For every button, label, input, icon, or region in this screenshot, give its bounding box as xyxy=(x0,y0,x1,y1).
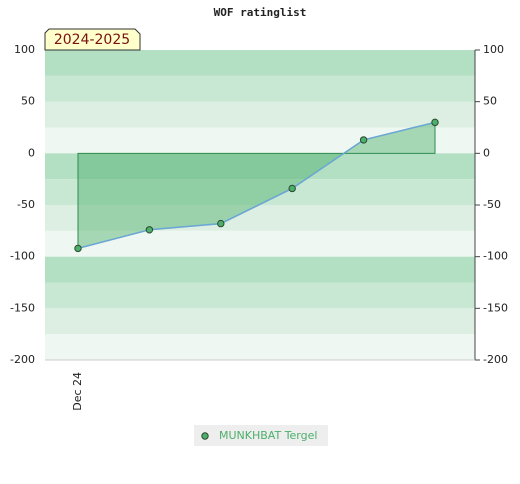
y-tick-label-right: -200 xyxy=(483,353,508,366)
y-tick-label: -150 xyxy=(10,301,35,314)
band xyxy=(45,179,475,205)
band xyxy=(45,75,475,102)
band xyxy=(45,50,475,76)
point xyxy=(359,136,368,144)
point xyxy=(217,219,225,228)
y-tick-label: 100 xyxy=(14,43,35,56)
legend-box xyxy=(194,425,328,446)
band xyxy=(45,334,475,360)
point xyxy=(431,118,439,127)
band xyxy=(45,230,475,257)
y-tick-label: -200 xyxy=(10,353,35,366)
y-tick-label-right: -100 xyxy=(483,250,508,263)
point xyxy=(145,226,154,234)
line xyxy=(77,121,436,250)
badge: 2024-2025 xyxy=(54,32,130,48)
y-tick-label: 0 xyxy=(28,146,35,159)
y-tick-label-right: 0 xyxy=(483,146,490,159)
y-tick-label: 50 xyxy=(21,95,35,108)
y-tick-label-right: 50 xyxy=(483,95,497,108)
band xyxy=(45,205,475,231)
band xyxy=(45,153,475,180)
badge-box xyxy=(44,28,141,51)
band xyxy=(45,282,475,309)
chart-title: WOF ratinglist xyxy=(214,6,307,19)
y-tick-label: -50 xyxy=(17,198,35,211)
point xyxy=(288,184,296,193)
band xyxy=(45,308,475,335)
point xyxy=(74,244,82,253)
legend-marker xyxy=(201,432,209,440)
band xyxy=(45,256,475,283)
y-tick-label-right: 100 xyxy=(483,43,504,56)
y-tick-label: -100 xyxy=(10,250,35,263)
x-tick-label: Dec 24 xyxy=(71,372,84,411)
y-tick-label-right: -50 xyxy=(483,198,501,211)
legend-label: MUNKHBAT Tergel xyxy=(219,429,317,442)
y-tick-label-right: -150 xyxy=(483,301,508,314)
band xyxy=(45,101,475,128)
band xyxy=(45,127,475,154)
